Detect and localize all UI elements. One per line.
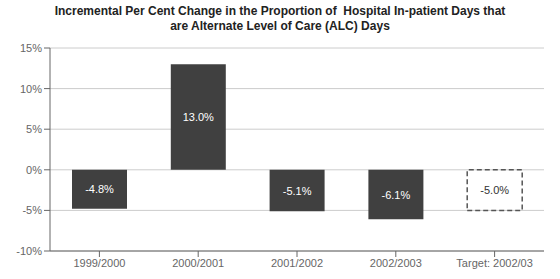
svg-text:-6.1%: -6.1% — [382, 189, 411, 201]
svg-text:13.0%: 13.0% — [183, 111, 214, 123]
svg-text:2001/2002: 2001/2002 — [271, 257, 323, 269]
svg-text:15%: 15% — [20, 42, 42, 54]
svg-text:2002/2003: 2002/2003 — [370, 257, 422, 269]
svg-text:-4.8%: -4.8% — [85, 183, 114, 195]
svg-text:-10%: -10% — [16, 245, 42, 257]
svg-text:5%: 5% — [26, 123, 42, 135]
svg-text:-5.0%: -5.0% — [480, 184, 509, 196]
svg-text:10%: 10% — [20, 83, 42, 95]
svg-text:-5%: -5% — [22, 204, 42, 216]
html-text:Incremental Per Cent Change in: Incremental Per Cent Change in the Propo… — [54, 4, 506, 33]
svg-text:-5.1%: -5.1% — [283, 185, 312, 197]
svg-text:2000/2001: 2000/2001 — [172, 257, 224, 269]
svg-text:0%: 0% — [26, 164, 42, 176]
svg-text:Target: 2002/03: Target: 2002/03 — [456, 257, 532, 269]
svg-text:1999/2000: 1999/2000 — [73, 257, 125, 269]
